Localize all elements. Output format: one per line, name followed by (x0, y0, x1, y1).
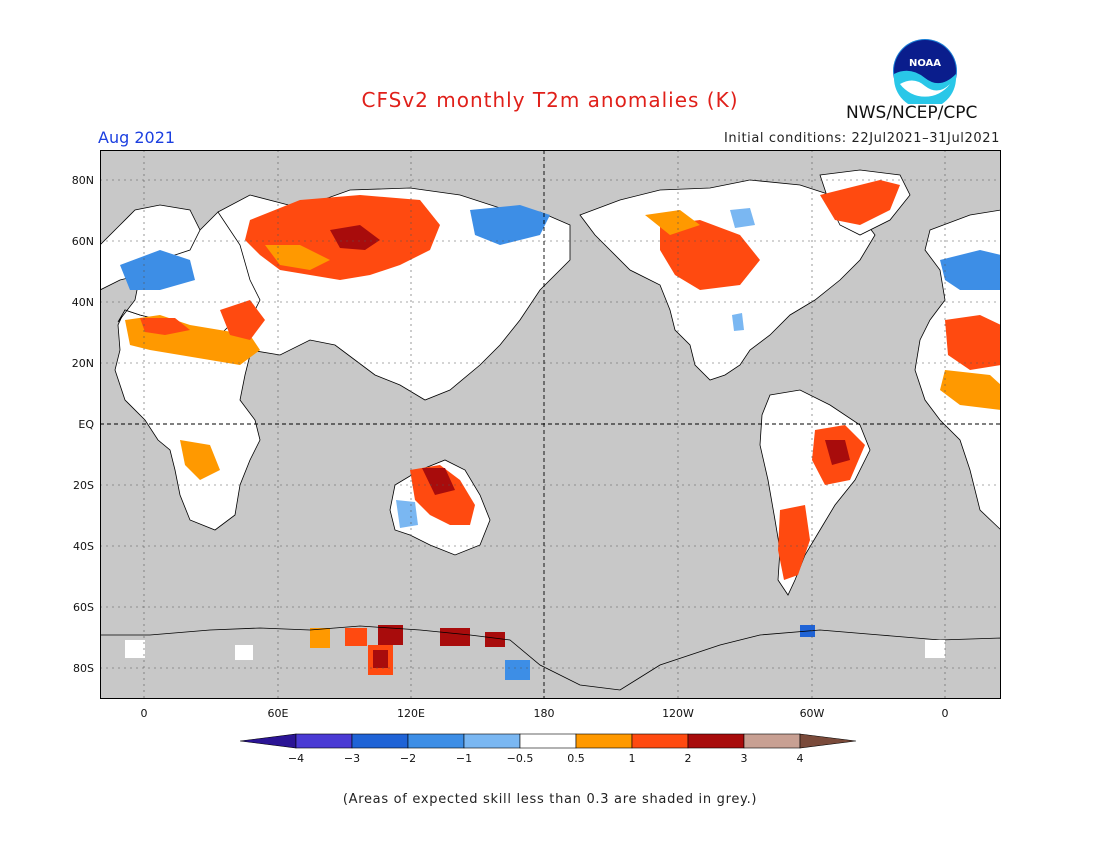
lon-label: 0 (942, 707, 949, 720)
antarctica-coastline (100, 625, 1001, 699)
colorbar-segment (687, 733, 745, 749)
colorbar-tick-label: 2 (685, 752, 692, 765)
lon-label: 0 (141, 707, 148, 720)
lat-label: 60N (72, 235, 94, 248)
lon-label: 120E (397, 707, 425, 720)
cold-anomalies (120, 205, 1001, 680)
forecast-period: Aug 2021 (98, 128, 176, 147)
reference-lines (100, 150, 1001, 699)
map-title: CFSv2 monthly T2m anomalies (K) (361, 88, 739, 112)
colorbar-tick-label: −3 (344, 752, 360, 765)
lat-label: 60S (73, 601, 94, 614)
colorbar-tick-label: 1 (629, 752, 636, 765)
colorbar-lower-arrow (240, 733, 297, 749)
anomaly-map (100, 150, 1001, 699)
colorbar-tick-label: −1 (456, 752, 472, 765)
colorbar-segment (295, 733, 353, 749)
organization-label: NWS/NCEP/CPC (846, 103, 978, 123)
colorbar-segment (575, 733, 633, 749)
colorbar-segment (407, 733, 465, 749)
colorbar-tick-label: −4 (288, 752, 304, 765)
lat-label: 80N (72, 174, 94, 187)
warm-anomalies (125, 180, 1001, 675)
colorbar-segment (743, 733, 801, 749)
colorbar-segment (631, 733, 689, 749)
lon-label: 60E (268, 707, 289, 720)
colorbar-tick-label: −2 (400, 752, 416, 765)
colorbar: −4 −3 −2 −1 −0.5 0.5 1 2 3 4 (240, 733, 857, 765)
lat-label: 20N (72, 357, 94, 370)
colorbar-tick-label: −0.5 (507, 752, 534, 765)
noaa-logo: NOAA (893, 39, 957, 104)
colorbar-tick-label: 3 (741, 752, 748, 765)
lon-label: 60W (800, 707, 825, 720)
lon-label: 120W (662, 707, 694, 720)
lat-label: 40N (72, 296, 94, 309)
lat-label: 40S (73, 540, 94, 553)
longitude-labels: 0 60E 120E 180 120W 60W 0 (141, 707, 949, 720)
colorbar-tick-label: 4 (797, 752, 804, 765)
skill-note: (Areas of expected skill less than 0.3 a… (342, 792, 758, 807)
colorbar-upper-arrow (799, 733, 857, 749)
svg-text:NOAA: NOAA (909, 58, 941, 69)
colorbar-segment (463, 733, 521, 749)
colorbar-tick-label: 0.5 (567, 752, 585, 765)
lat-label: EQ (78, 418, 94, 431)
map-gridlines (100, 150, 1001, 699)
latitude-labels: 80N 60N 40N 20N EQ 20S 40S 60S 80S (72, 174, 95, 675)
lat-label: 80S (73, 662, 94, 675)
lon-label: 180 (534, 707, 555, 720)
initial-conditions: Initial conditions: 22Jul2021–31Jul2021 (723, 131, 1000, 146)
colorbar-segment (351, 733, 409, 749)
colorbar-segment (519, 733, 577, 749)
lat-label: 20S (73, 479, 94, 492)
